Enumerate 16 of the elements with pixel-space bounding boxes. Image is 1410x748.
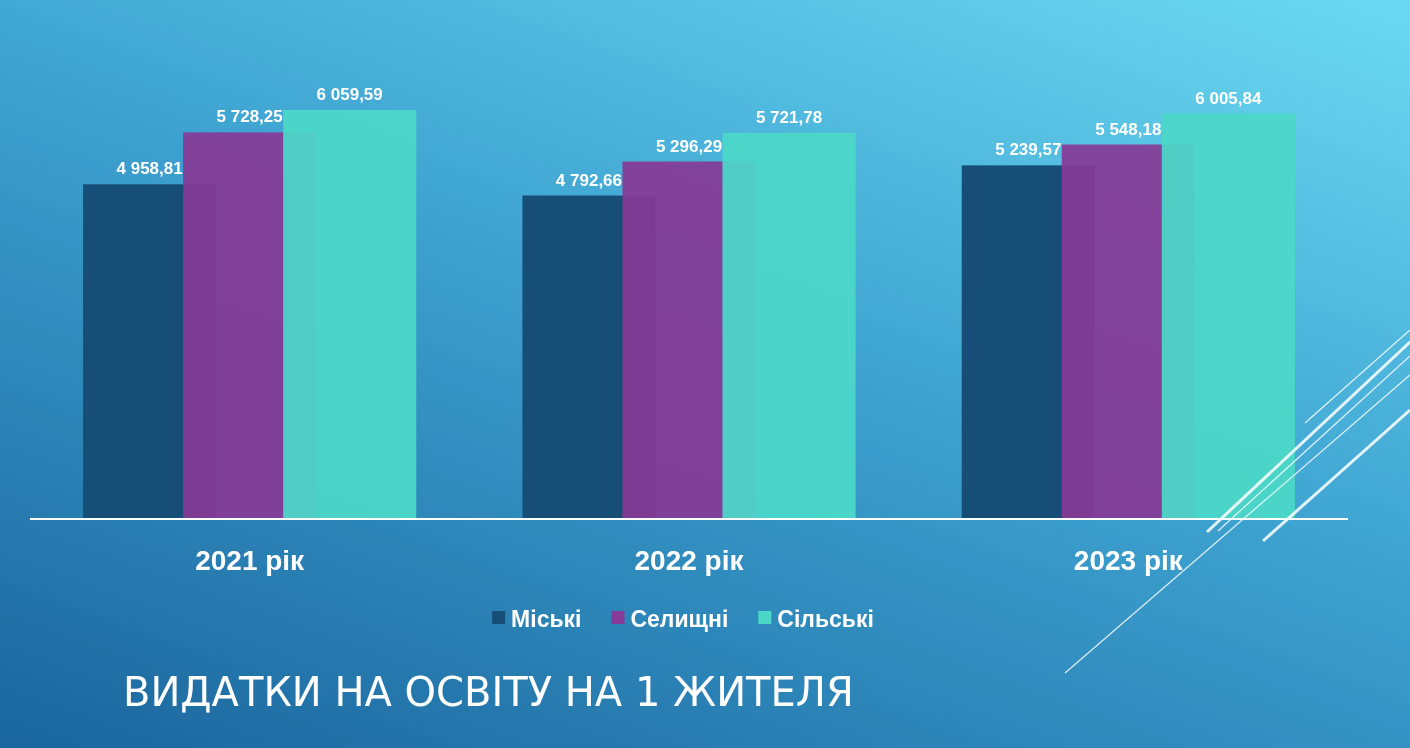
x-tick-label: 2023 рік xyxy=(1073,545,1184,576)
legend-label: Селищні xyxy=(630,606,729,632)
data-label: 5 548,18 xyxy=(1095,119,1162,139)
legend-label: Сільські xyxy=(777,606,874,632)
data-label: 6 059,59 xyxy=(316,85,383,104)
data-label: 5 721,78 xyxy=(755,107,823,127)
data-label: 4 958,81 xyxy=(116,159,183,179)
data-label: 4 792,66 xyxy=(555,170,623,190)
x-tick-label: 2022 рік xyxy=(634,545,745,576)
data-label: 5 728,25 xyxy=(216,107,283,127)
text: ВИДАТКИ НА ОСВІТУ НА 1 ЖИТЕЛЯ xyxy=(123,669,854,715)
data-label: 5 296,29 xyxy=(655,136,723,156)
x-tick-label: 2021 рік xyxy=(195,545,306,576)
data-label: 6 005,84 xyxy=(1195,88,1262,108)
data-label: 5 239,57 xyxy=(995,140,1062,160)
legend-label: Міські xyxy=(511,606,582,632)
